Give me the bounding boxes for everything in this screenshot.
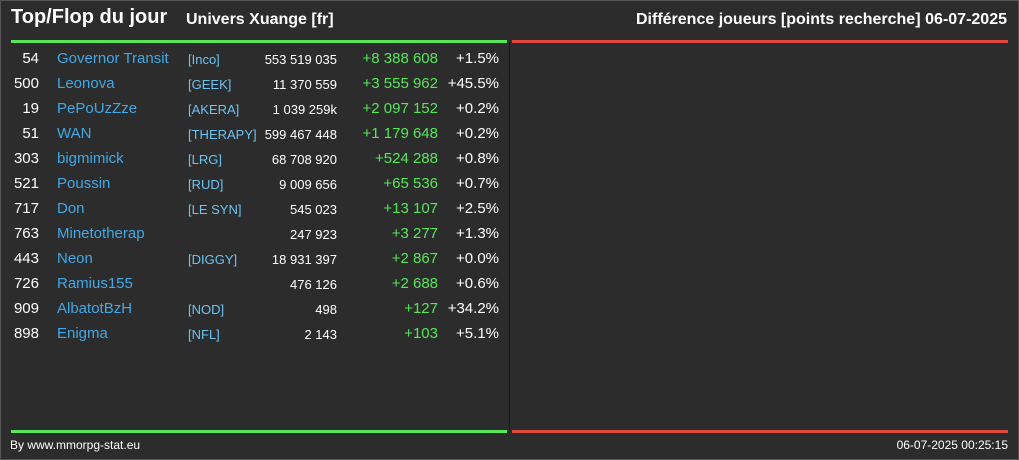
list-item: 521 Poussin [RUD] 9 009 656 +65 536 +0.7% — [0, 173, 510, 198]
player-diff: +2 097 152 — [362, 100, 439, 117]
player-rank: 521 — [13, 175, 39, 192]
player-name-link[interactable]: Neon — [57, 250, 93, 267]
player-percent: +0.2% — [456, 125, 499, 142]
player-rank: 726 — [13, 275, 39, 292]
player-percent: +34.2% — [447, 300, 499, 317]
player-rank: 909 — [13, 300, 39, 317]
player-points: 247 923 — [290, 227, 337, 242]
player-rank: 303 — [13, 150, 39, 167]
player-percent: +1.3% — [456, 225, 499, 242]
list-item: 726 Ramius155 476 126 +2 688 +0.6% — [0, 273, 510, 298]
list-item: 303 bigmimick [LRG] 68 708 920 +524 288 +0.8% — [0, 148, 510, 173]
top-section-bar — [11, 40, 507, 43]
player-alliance: [NOD] — [188, 302, 225, 317]
player-name-link[interactable]: WAN — [57, 125, 92, 142]
player-points: 9 009 656 — [279, 177, 337, 192]
player-alliance: [RUD] — [188, 177, 224, 192]
player-alliance: [LRG] — [188, 152, 222, 167]
player-diff: +13 107 — [383, 200, 438, 217]
list-item: 54 Governor Transit [Inco] 553 519 035 +8 38… — [0, 48, 510, 73]
player-points: 553 519 035 — [264, 52, 337, 67]
player-points: 18 931 397 — [271, 252, 337, 267]
footer-credit[interactable]: By www.mmorpg-stat.eu — [10, 438, 141, 452]
list-item: 500 Leonova [GEEK] 11 370 559 +3 555 962 +45.… — [0, 73, 510, 98]
player-rank: 19 — [22, 100, 39, 117]
player-name-link[interactable]: Enigma — [57, 325, 108, 342]
metric-label: Différence joueurs [points recherche] — [636, 11, 921, 28]
flop-section-bar — [512, 40, 1008, 43]
player-points: 476 126 — [290, 277, 337, 292]
list-item: 909 AlbatotBzH [NOD] 498 +127 +34.2% — [0, 298, 510, 323]
player-alliance: [AKERA] — [188, 102, 240, 117]
player-diff: +2 688 — [391, 275, 438, 292]
player-name-link[interactable]: Don — [57, 200, 85, 217]
player-name-link[interactable]: Ramius155 — [57, 275, 133, 292]
top-players-list: 54 Governor Transit [Inco] 553 519 035 +8 38… — [0, 48, 510, 348]
player-percent: +0.2% — [456, 100, 499, 117]
player-points: 1 039 259k — [272, 102, 337, 117]
player-percent: +5.1% — [456, 325, 499, 342]
player-rank: 443 — [13, 250, 39, 267]
player-points: 599 467 448 — [264, 127, 337, 142]
player-percent: +0.0% — [456, 250, 499, 267]
list-item: 19 PePoUzZze [AKERA] 1 039 259k +2 097 152 +0… — [0, 98, 510, 123]
player-diff: +127 — [404, 300, 438, 317]
player-rank: 51 — [22, 125, 39, 142]
player-name-link[interactable]: Poussin — [57, 175, 111, 192]
list-item: 51 WAN [THERAPY] 599 467 448 +1 179 648 +0.2% — [0, 123, 510, 148]
player-points: 11 370 559 — [272, 77, 337, 92]
list-item: 717 Don [LE SYN] 545 023 +13 107 +2.5% — [0, 198, 510, 223]
header-date: 06-07-2025 — [925, 11, 1007, 28]
player-name-link[interactable]: Minetotherap — [57, 225, 145, 242]
player-points: 545 023 — [290, 202, 337, 217]
player-rank: 54 — [22, 50, 39, 67]
player-percent: +2.5% — [456, 200, 499, 217]
flop-section-bottom-bar — [512, 430, 1008, 433]
player-name-link[interactable]: Leonova — [57, 75, 115, 92]
player-diff: +2 867 — [391, 250, 438, 267]
player-rank: 763 — [13, 225, 39, 242]
player-name-link[interactable]: bigmimick — [57, 150, 124, 167]
list-item: 763 Minetotherap 247 923 +3 277 +1.3% — [0, 223, 510, 248]
player-diff: +103 — [404, 325, 438, 342]
player-points: 498 — [315, 302, 337, 317]
player-percent: +0.7% — [456, 175, 499, 192]
top-section-bottom-bar — [11, 430, 507, 433]
player-diff: +524 288 — [375, 150, 438, 167]
list-item: 898 Enigma [NFL] 2 143 +103 +5.1% — [0, 323, 510, 348]
player-diff: +3 277 — [391, 225, 438, 242]
player-alliance: [Inco] — [188, 52, 220, 67]
player-alliance: [GEEK] — [188, 77, 232, 92]
player-name-link[interactable]: AlbatotBzH — [57, 300, 133, 317]
player-alliance: [THERAPY] — [188, 127, 257, 142]
player-name-link[interactable]: Governor Transit — [57, 50, 169, 67]
player-percent: +0.6% — [456, 275, 499, 292]
player-points: 2 143 — [304, 327, 337, 342]
player-points: 68 708 920 — [271, 152, 337, 167]
player-percent: +1.5% — [456, 50, 499, 67]
page-title: Top/Flop du jour — [11, 6, 168, 28]
player-rank: 898 — [13, 325, 39, 342]
player-percent: +0.8% — [456, 150, 499, 167]
player-diff: +3 555 962 — [362, 75, 439, 92]
player-alliance: [NFL] — [188, 327, 220, 342]
player-diff: +1 179 648 — [362, 125, 439, 142]
player-diff: +8 388 608 — [362, 50, 439, 67]
list-item: 443 Neon [DIGGY] 18 931 397 +2 867 +0.0% — [0, 248, 510, 273]
player-alliance: [LE SYN] — [188, 202, 242, 217]
player-name-link[interactable]: PePoUzZze — [57, 100, 138, 117]
player-diff: +65 536 — [383, 175, 438, 192]
player-rank: 500 — [13, 75, 39, 92]
player-percent: +45.5% — [447, 75, 499, 92]
player-alliance: [DIGGY] — [188, 252, 238, 267]
footer-timestamp: 06-07-2025 00:25:15 — [896, 438, 1008, 452]
player-rank: 717 — [13, 200, 39, 217]
column-divider — [509, 43, 510, 430]
universe-label: Univers Xuange [fr] — [186, 11, 334, 28]
